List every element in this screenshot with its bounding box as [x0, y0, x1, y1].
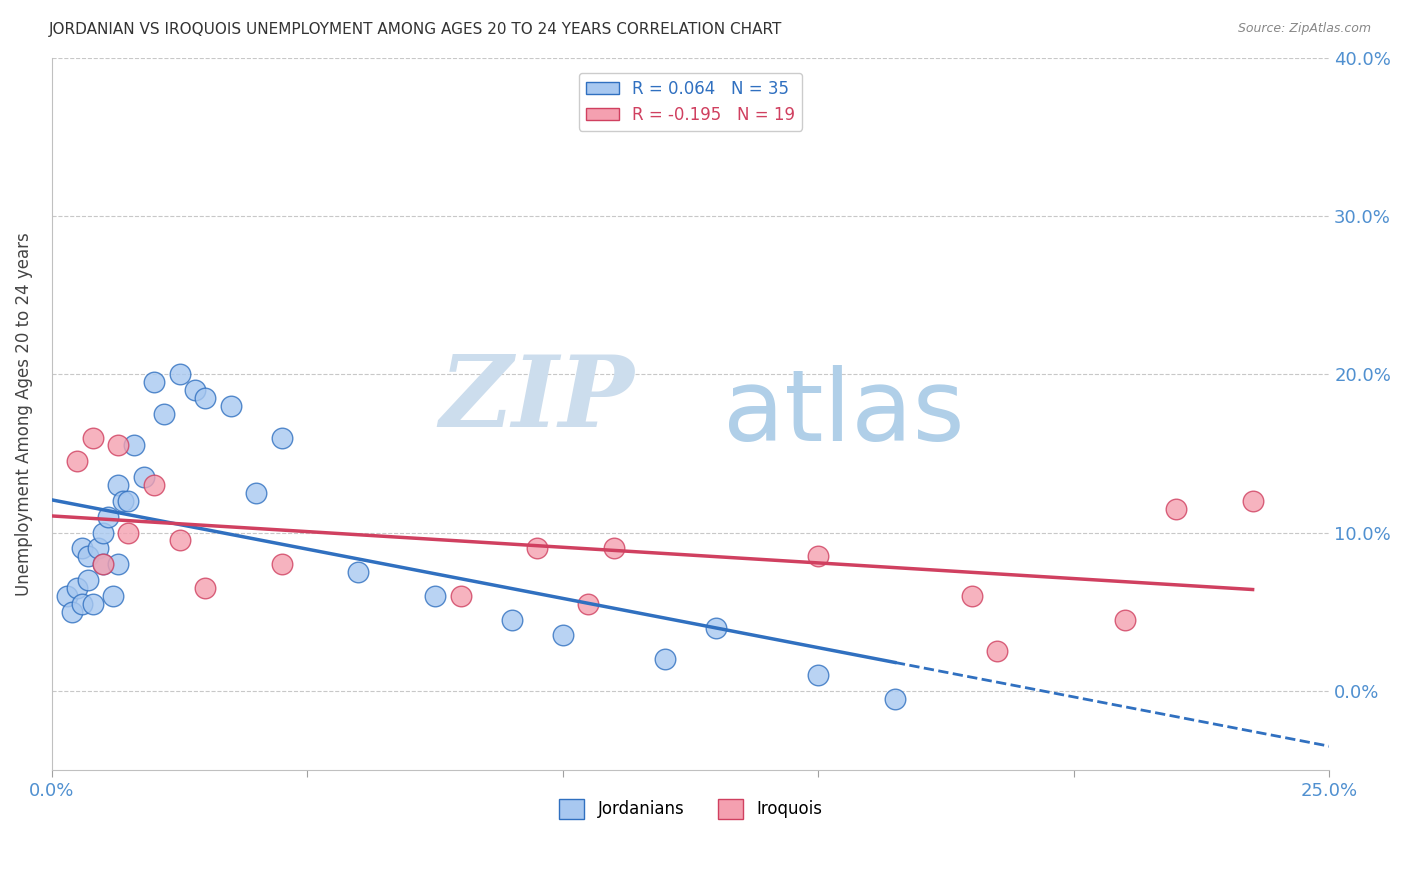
- Point: [66, 581, 89, 595]
- Point: [82, 431, 104, 445]
- Point: [704, 621, 727, 635]
- Point: [219, 399, 242, 413]
- Point: [526, 541, 548, 556]
- Point: [107, 478, 129, 492]
- Point: [1114, 613, 1136, 627]
- Point: [153, 407, 176, 421]
- Point: [117, 494, 139, 508]
- Point: [501, 613, 523, 627]
- Point: [184, 383, 207, 397]
- Point: [56, 589, 79, 603]
- Point: [960, 589, 983, 603]
- Point: [107, 438, 129, 452]
- Point: [347, 565, 370, 579]
- Point: [270, 558, 292, 572]
- Text: ZIP: ZIP: [440, 351, 634, 448]
- Point: [82, 597, 104, 611]
- Point: [169, 368, 191, 382]
- Point: [91, 525, 114, 540]
- Point: [107, 558, 129, 572]
- Text: atlas: atlas: [723, 366, 965, 462]
- Point: [117, 525, 139, 540]
- Point: [87, 541, 110, 556]
- Text: JORDANIAN VS IROQUOIS UNEMPLOYMENT AMONG AGES 20 TO 24 YEARS CORRELATION CHART: JORDANIAN VS IROQUOIS UNEMPLOYMENT AMONG…: [49, 22, 783, 37]
- Point: [245, 486, 267, 500]
- Point: [142, 375, 165, 389]
- Point: [450, 589, 472, 603]
- Point: [66, 454, 89, 468]
- Point: [654, 652, 676, 666]
- Y-axis label: Unemployment Among Ages 20 to 24 years: Unemployment Among Ages 20 to 24 years: [15, 232, 32, 596]
- Point: [76, 549, 98, 564]
- Point: [194, 391, 217, 405]
- Text: Source: ZipAtlas.com: Source: ZipAtlas.com: [1237, 22, 1371, 36]
- Point: [986, 644, 1008, 658]
- Point: [551, 628, 574, 642]
- Point: [60, 605, 83, 619]
- Point: [91, 558, 114, 572]
- Point: [91, 558, 114, 572]
- Point: [112, 494, 135, 508]
- Point: [1164, 501, 1187, 516]
- Point: [101, 589, 124, 603]
- Point: [807, 549, 830, 564]
- Point: [72, 541, 94, 556]
- Point: [132, 470, 155, 484]
- Point: [423, 589, 446, 603]
- Point: [1241, 494, 1264, 508]
- Point: [603, 541, 626, 556]
- Point: [883, 691, 905, 706]
- Point: [576, 597, 599, 611]
- Point: [194, 581, 217, 595]
- Point: [76, 573, 98, 587]
- Legend: Jordanians, Iroquois: Jordanians, Iroquois: [553, 792, 828, 826]
- Point: [72, 597, 94, 611]
- Point: [122, 438, 145, 452]
- Point: [169, 533, 191, 548]
- Point: [270, 431, 292, 445]
- Point: [97, 509, 120, 524]
- Point: [807, 668, 830, 682]
- Point: [142, 478, 165, 492]
